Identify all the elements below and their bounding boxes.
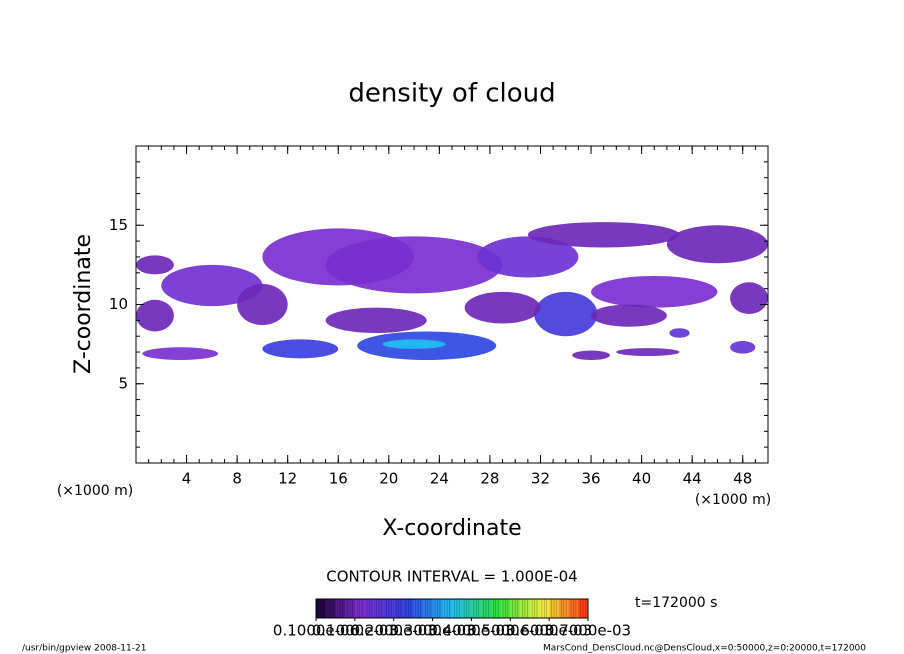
time-label: t=172000 s (635, 595, 717, 611)
colorbar-tick-label: 0.3000e-03 (389, 622, 475, 640)
x-tick-label: 36 (581, 470, 600, 488)
colorbar-bin (461, 599, 472, 618)
x-tick-label: 20 (379, 470, 398, 488)
x-tick-label: 40 (632, 470, 651, 488)
colorbar-bin (520, 599, 531, 618)
y-tick-label: 5 (118, 374, 128, 392)
colorbar-tick-label: 0.6000e-03 (506, 622, 592, 640)
colorbar-bin (568, 599, 579, 618)
footer-right: MarsCond_DensCloud.nc@DensCloud,x=0:5000… (543, 644, 866, 654)
colorbar-bin (432, 599, 443, 618)
cloud-region (591, 275, 718, 308)
x-unit: (×1000 m) (695, 492, 771, 508)
colorbar-bin (374, 599, 385, 618)
cloud-region (616, 348, 680, 357)
cloud-region (136, 299, 174, 332)
colorbar-bin (558, 599, 570, 618)
contour-field (136, 222, 768, 360)
y-unit: (×1000 m) (57, 483, 133, 499)
cloud-region (666, 225, 768, 264)
colorbar-bin (452, 599, 463, 618)
colorbar-tick-label: 0.4000e-03 (428, 622, 514, 640)
colorbar-bin (413, 599, 424, 618)
x-tick-label: 32 (531, 470, 550, 488)
x-tick-label: 48 (733, 470, 752, 488)
colorbar-bin (384, 599, 395, 618)
colorbar-tick-label: 0.1000e-06 (273, 622, 359, 640)
cloud-region (534, 291, 598, 337)
colorbar-bin (364, 599, 375, 618)
colorbar-bin (393, 599, 404, 618)
y-axis-label: Z-coordinate (71, 234, 96, 374)
cloud-region (382, 339, 446, 349)
colorbar-bin (510, 599, 521, 618)
x-tick-label: 4 (182, 470, 192, 488)
colorbar-bin (422, 599, 434, 618)
colorbar-bin (549, 599, 560, 618)
colorbar-bin (529, 599, 540, 618)
x-tick-label: 44 (683, 470, 702, 488)
colorbar-bin (578, 599, 589, 618)
cloud-region (262, 339, 339, 359)
cloud-region (325, 307, 427, 334)
colorbar-bin (481, 599, 492, 618)
cloud-region (477, 236, 579, 278)
colorbar-bin (500, 599, 511, 618)
colorbar-tick-label: 0.7000e-03 (545, 622, 631, 640)
colorbar-bin (471, 599, 482, 618)
cloud-region (572, 350, 610, 360)
colorbar-tick-label: 0.2000e-03 (351, 622, 437, 640)
colorbar-bin (335, 599, 346, 618)
colorbar-bin (442, 599, 453, 618)
cloud-region (591, 304, 667, 327)
x-tick-label: 28 (480, 470, 499, 488)
colorbar-bin (345, 599, 356, 618)
cloud-region (464, 291, 541, 324)
colorbar-bin (354, 599, 366, 618)
colorbar-bin (316, 599, 327, 618)
cloud-region (325, 236, 503, 294)
cloud-region (669, 328, 690, 338)
x-tick-label: 12 (278, 470, 297, 488)
y-tick-label: 15 (109, 216, 128, 234)
colorbar-bin (539, 599, 550, 618)
x-axis-label: X-coordinate (382, 516, 521, 541)
cloud-region (730, 340, 756, 354)
cloud-region (237, 283, 288, 326)
chart-title: density of cloud (348, 79, 555, 109)
colorbar-tick-label: 0.1000e-03 (312, 622, 398, 640)
x-tick-label: 16 (329, 470, 348, 488)
colorbar-bin (403, 599, 414, 618)
cloud-region (136, 255, 174, 275)
colorbar-bin (490, 599, 502, 618)
cloud-region (142, 347, 219, 360)
cloud-region (730, 282, 768, 315)
colorbar-tick-label: 0.5000e-03 (467, 622, 553, 640)
footer-left: /usr/bin/gpview 2008-11-21 (22, 644, 146, 654)
cloud-region (527, 222, 680, 248)
cloud-region (161, 264, 263, 307)
y-tick-label: 10 (109, 295, 128, 313)
contour-interval: CONTOUR INTERVAL = 1.000E-04 (326, 568, 577, 586)
x-tick-label: 8 (232, 470, 242, 488)
x-tick-label: 24 (430, 470, 449, 488)
colorbar-bin (325, 599, 336, 618)
colorbar-frame (315, 598, 589, 619)
